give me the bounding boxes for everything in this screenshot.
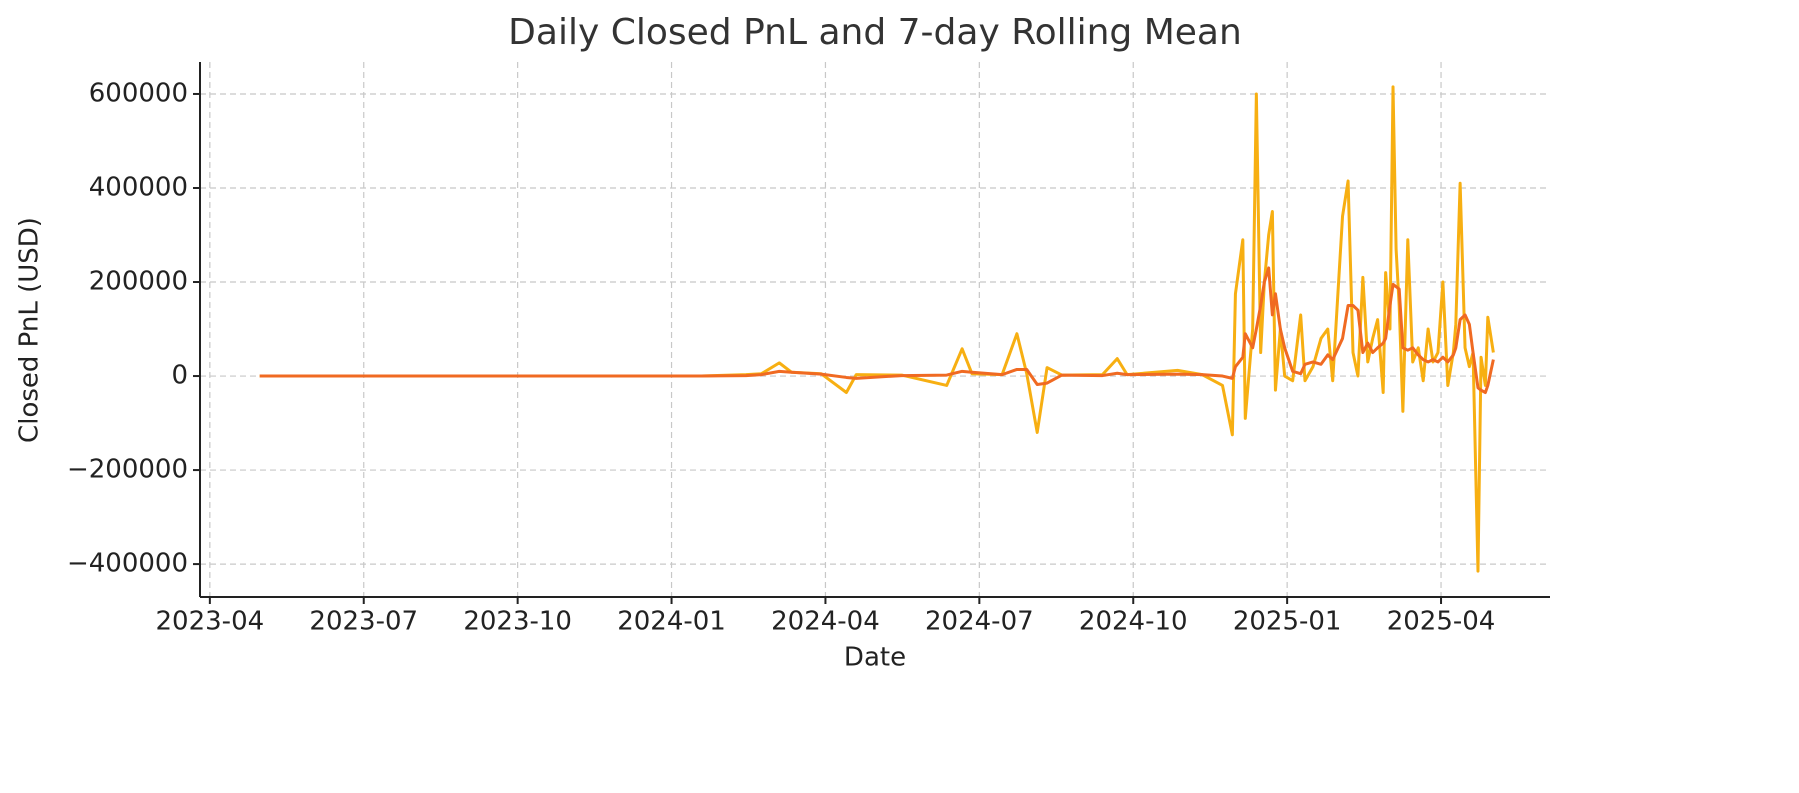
x-axis-label: Date [844,643,906,673]
x-tick-label: 2024-04 [771,607,880,637]
data-line [259,85,1495,573]
y-axis-label: Closed PnL (USD) [15,217,45,443]
y-tick-label: −400000 [67,549,188,579]
chart-title: Daily Closed PnL and 7-day Rolling Mean [508,12,1242,53]
y-tick-label: 0 [171,361,188,391]
y-tick-label: 600000 [89,78,188,108]
data-line [259,266,1495,394]
x-tick-label: 2023-10 [463,607,572,637]
x-tick-label: 2025-01 [1233,607,1342,637]
x-tick-label: 2023-04 [156,607,265,637]
x-tick-label: 2024-10 [1079,607,1188,637]
x-tick-label: 2025-04 [1387,607,1496,637]
y-tick-label: 200000 [89,267,188,297]
y-tick-label: 400000 [89,172,188,202]
x-tick-label: 2023-07 [309,607,418,637]
y-tick-label: −200000 [67,455,188,485]
x-tick-label: 2024-07 [925,607,1034,637]
x-tick-label: 2024-01 [617,607,726,637]
